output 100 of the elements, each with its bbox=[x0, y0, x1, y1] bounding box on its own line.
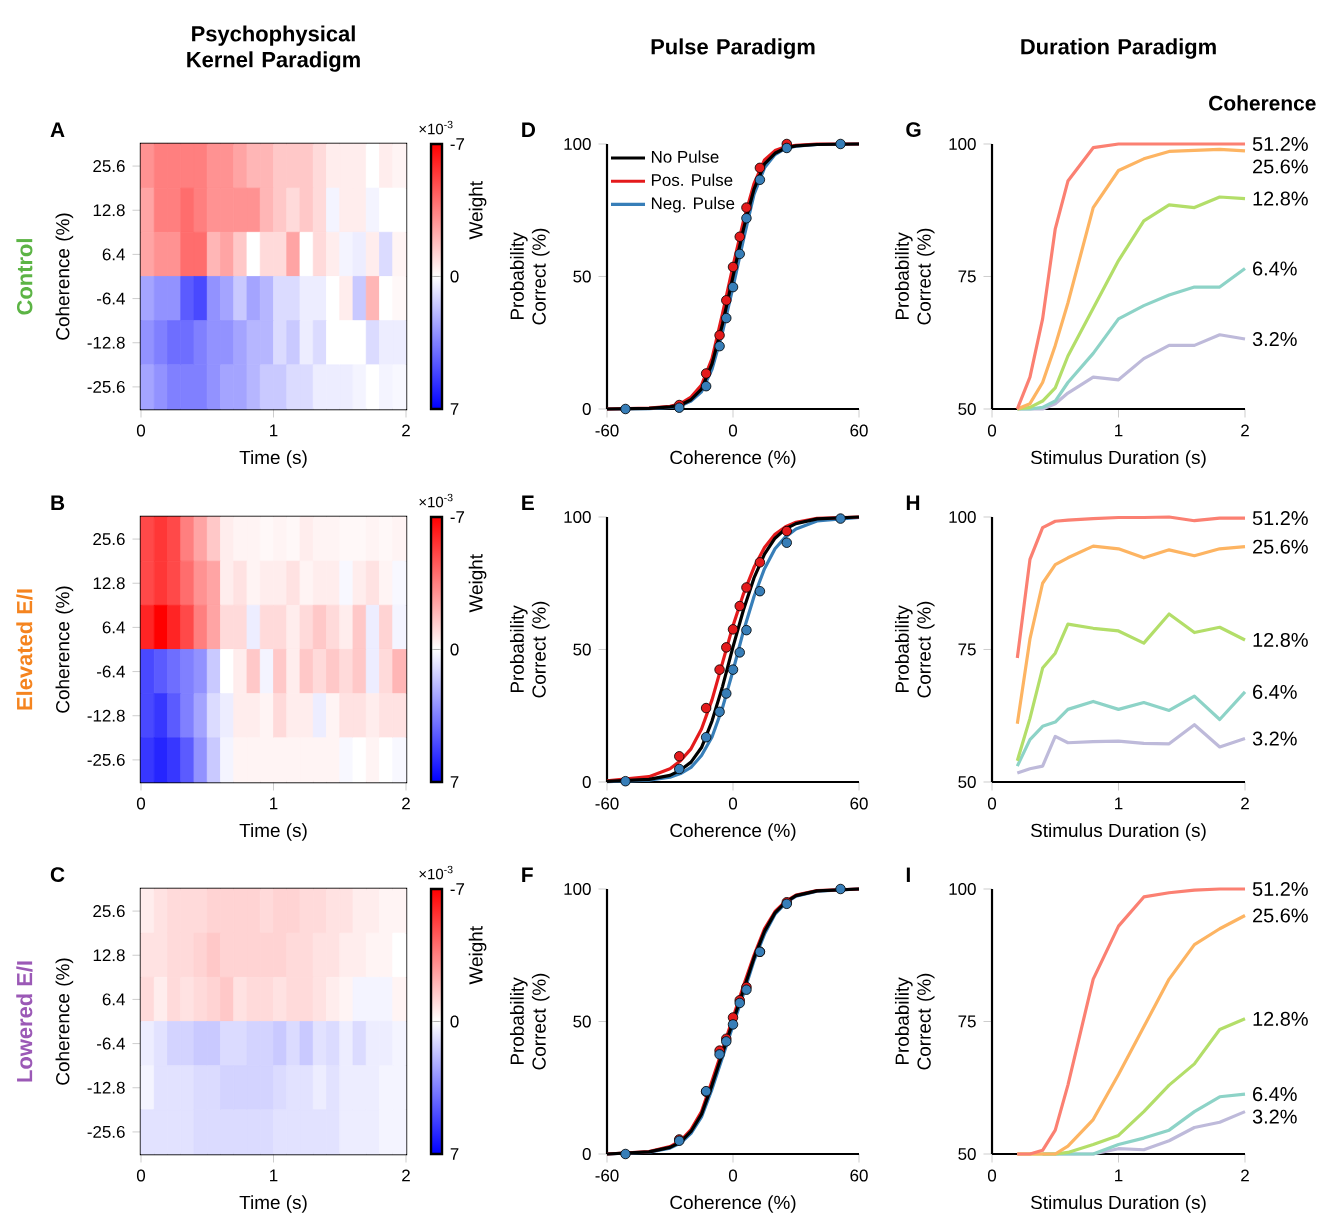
y-tick-label: 50 bbox=[958, 403, 976, 415]
y-tick-label: 25.6 bbox=[93, 905, 125, 918]
y-tick-label: 12.8 bbox=[93, 949, 125, 962]
series-label: 51.2% bbox=[1252, 881, 1308, 897]
x-tick-label: 2 bbox=[402, 797, 410, 810]
x-axis-title: Time (s) bbox=[239, 823, 307, 841]
series-label: 6.4% bbox=[1253, 261, 1297, 276]
y-tick-label: 100 bbox=[564, 883, 591, 895]
series-label: 3.2% bbox=[1252, 331, 1297, 347]
text: Pulse Paradigm bbox=[651, 38, 815, 59]
x-tick-label: 0 bbox=[728, 797, 738, 810]
series-label: 25.6% bbox=[1253, 539, 1308, 554]
series-label: 3.2% bbox=[1252, 1109, 1297, 1124]
series-label: 3.2% bbox=[1252, 731, 1297, 746]
y-axis-title: Probability Correct (%) bbox=[509, 973, 550, 1070]
series-label: 12.8% bbox=[1253, 1011, 1308, 1026]
y-tick-label: 6.4 bbox=[102, 621, 125, 634]
color-bar-title: Weight bbox=[468, 554, 487, 613]
text: ×10$^{-3}$ bbox=[419, 865, 453, 880]
text: ×10$^{-3}$ bbox=[419, 493, 453, 508]
y-axis-title: Probability Correct (%) bbox=[509, 601, 550, 698]
series-label: 25.6% bbox=[1253, 908, 1308, 923]
x-tick-label: 2 bbox=[402, 424, 410, 437]
y-tick-label: -6.4 bbox=[97, 292, 125, 305]
y-tick-label: 100 bbox=[949, 138, 976, 150]
color-bar-label: 7 bbox=[450, 1148, 459, 1160]
x-axis-title: Time (s) bbox=[239, 450, 307, 468]
x-tick-label: 2 bbox=[1241, 1169, 1249, 1182]
chart-title: G bbox=[906, 122, 921, 137]
y-tick-label: 50 bbox=[958, 1148, 976, 1160]
series-label: 25.6% bbox=[1253, 159, 1308, 174]
y-tick-label: -25.6 bbox=[87, 1125, 125, 1138]
chart-title: I bbox=[906, 867, 910, 882]
chart-title: H bbox=[906, 495, 920, 510]
y-tick-label: 50 bbox=[573, 1015, 591, 1028]
chart-title: A bbox=[50, 122, 65, 137]
y-tick-label: 50 bbox=[573, 270, 591, 283]
series-label: 51.2% bbox=[1252, 511, 1308, 526]
x-tick-label: 0 bbox=[728, 1169, 738, 1182]
chart-title: E bbox=[522, 495, 534, 510]
text: Elevated E/I bbox=[16, 589, 33, 710]
legend-label: Neg. Pulse bbox=[651, 196, 735, 213]
y-tick-label: 0 bbox=[582, 1148, 591, 1160]
y-tick-label: 25.6 bbox=[93, 533, 125, 546]
y-tick-label: -25.6 bbox=[87, 380, 125, 393]
y-tick-label: 0 bbox=[582, 776, 591, 788]
x-tick-label: 2 bbox=[1241, 424, 1249, 437]
text: Psychophysical Kernel Paradigm bbox=[187, 25, 360, 72]
x-axis-title: Stimulus Duration (s) bbox=[1031, 1195, 1206, 1213]
x-tick-label: 0 bbox=[136, 797, 146, 810]
y-tick-label: 12.8 bbox=[93, 204, 125, 217]
y-axis-title: Probability Correct (%) bbox=[894, 228, 935, 325]
x-tick-label: 1 bbox=[270, 797, 278, 810]
x-axis-title: Coherence (%) bbox=[670, 1195, 796, 1213]
y-tick-label: 75 bbox=[958, 643, 976, 656]
y-tick-label: -12.8 bbox=[87, 336, 125, 349]
x-axis-title: Time (s) bbox=[239, 1195, 307, 1213]
x-tick-label: 0 bbox=[136, 1169, 146, 1182]
x-tick-label: 0 bbox=[987, 797, 997, 810]
color-bar-label: -7 bbox=[450, 883, 465, 895]
text: Duration Paradigm bbox=[1021, 38, 1216, 59]
color-bar-label: 7 bbox=[450, 776, 459, 788]
y-tick-label: 100 bbox=[564, 511, 591, 523]
x-axis-title: Stimulus Duration (s) bbox=[1031, 450, 1206, 468]
y-tick-label: 50 bbox=[573, 643, 591, 656]
y-tick-label: -12.8 bbox=[87, 1081, 125, 1094]
color-bar-label: 0 bbox=[450, 1015, 459, 1028]
chart-title: C bbox=[50, 867, 65, 882]
x-axis-title: Stimulus Duration (s) bbox=[1031, 823, 1206, 841]
y-axis-title: Coherence (%) bbox=[55, 213, 74, 340]
text: ×10$^{-3}$ bbox=[419, 120, 453, 135]
x-axis-title: Coherence (%) bbox=[670, 823, 796, 841]
chart-title: F bbox=[522, 867, 533, 882]
text: Lowered E/I bbox=[16, 961, 33, 1082]
y-tick-label: -12.8 bbox=[87, 709, 125, 722]
y-tick-label: 6.4 bbox=[102, 993, 125, 1006]
x-tick-label: 1 bbox=[270, 1169, 278, 1182]
legend-label: No Pulse bbox=[651, 150, 719, 163]
chart-title: D bbox=[522, 122, 536, 137]
legend-label: Pos. Pulse bbox=[651, 173, 733, 187]
y-tick-label: -6.4 bbox=[97, 665, 125, 678]
x-tick-label: -60 bbox=[595, 797, 619, 810]
color-bar-label: 0 bbox=[450, 270, 459, 283]
y-tick-label: 100 bbox=[949, 511, 976, 523]
x-tick-label: 2 bbox=[402, 1169, 410, 1182]
x-tick-label: 60 bbox=[850, 424, 868, 437]
y-axis-title: Probability Correct (%) bbox=[894, 973, 935, 1070]
y-axis-title: Coherence (%) bbox=[55, 958, 74, 1085]
x-tick-label: 60 bbox=[850, 1169, 868, 1182]
x-tick-label: 2 bbox=[1241, 797, 1249, 810]
y-tick-label: 6.4 bbox=[102, 248, 125, 261]
series-label: 51.2% bbox=[1252, 136, 1308, 152]
y-axis-title: Probability Correct (%) bbox=[894, 601, 935, 698]
x-axis-title: Coherence (%) bbox=[670, 450, 796, 468]
x-tick-label: 0 bbox=[136, 424, 146, 437]
color-bar-label: 0 bbox=[450, 643, 459, 656]
legend-title: Coherence bbox=[1209, 95, 1316, 111]
x-tick-label: -60 bbox=[595, 1169, 619, 1182]
x-tick-label: 1 bbox=[1115, 424, 1123, 437]
y-tick-label: -25.6 bbox=[87, 753, 125, 766]
